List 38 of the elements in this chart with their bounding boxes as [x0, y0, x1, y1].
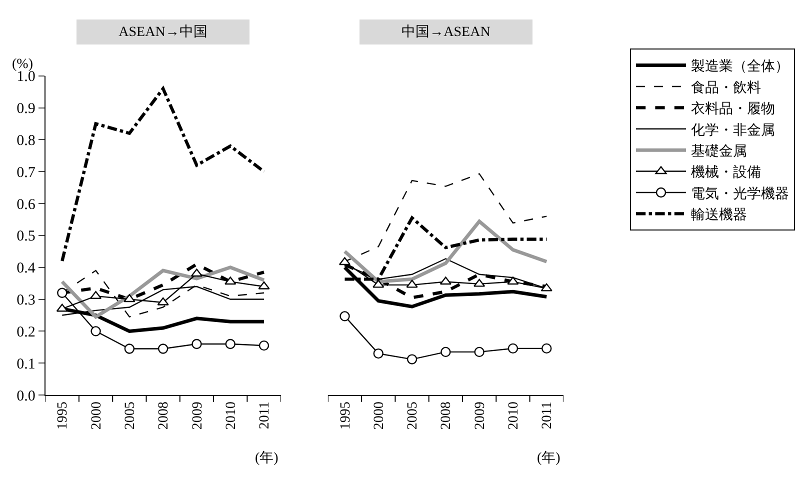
- y-tick-label: 0.9: [16, 101, 36, 118]
- legend-label: 化学・非金属: [691, 122, 775, 138]
- x-axis-title: (年): [255, 450, 279, 466]
- x-tick-label: 2005: [122, 402, 138, 430]
- y-tick-label: 0.1: [16, 356, 36, 372]
- legend-label: 食品・飲料: [691, 80, 761, 96]
- y-tick-label: 0.5: [16, 228, 36, 245]
- x-tick-label: 1995: [338, 402, 354, 430]
- x-tick-label: 2000: [89, 402, 104, 430]
- legend-label: 基礎金属: [691, 144, 747, 160]
- x-tick-label: 2008: [156, 402, 172, 430]
- legend-label: 輸送機器: [691, 207, 747, 224]
- x-tick-label: 2010: [224, 402, 239, 430]
- y-tick-label: 0.0: [16, 388, 36, 404]
- y-tick-label: 0.3: [16, 292, 36, 309]
- x-axis-title: (年): [537, 450, 561, 466]
- x-tick-label: 1995: [56, 402, 71, 430]
- y-tick-label: 1.0: [16, 69, 36, 86]
- legend-label: 衣料品・履物: [691, 101, 775, 118]
- chart-title: 中国→ASEAN: [402, 24, 490, 40]
- legend-label: 電気・光学機器: [691, 186, 789, 202]
- chart-title: ASEAN→中国: [118, 24, 208, 40]
- y-tick-label: 0.7: [16, 164, 36, 181]
- y-axis-title: (%): [12, 57, 34, 72]
- x-tick-label: 2011: [258, 402, 273, 430]
- x-tick-label: 2009: [472, 402, 488, 430]
- x-tick-label: 2008: [439, 402, 454, 430]
- x-tick-label: 2005: [406, 402, 421, 430]
- legend-label: 製造業（全体）: [691, 58, 789, 75]
- y-tick-label: 0.4: [16, 260, 36, 277]
- y-tick-label: 0.6: [16, 196, 36, 213]
- x-tick-label: 2000: [372, 402, 387, 430]
- y-tick-label: 0.2: [16, 324, 36, 340]
- y-tick-label: 0.8: [16, 132, 36, 149]
- x-tick-label: 2010: [506, 402, 522, 430]
- x-tick-label: 2009: [190, 402, 206, 430]
- x-tick-label: 2011: [540, 402, 556, 430]
- legend-label: 機械・設備: [691, 164, 761, 181]
